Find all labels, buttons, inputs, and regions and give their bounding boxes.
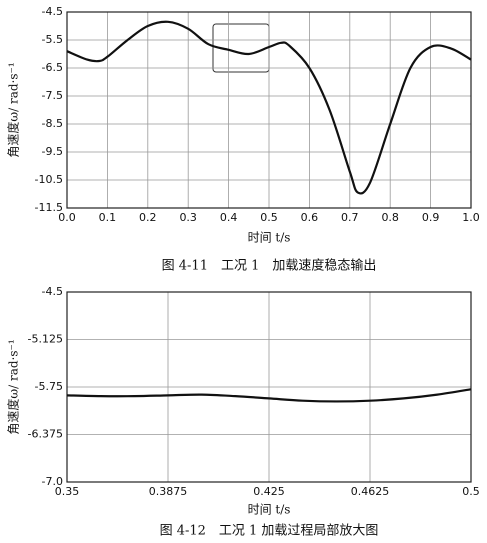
x-tick-label: 0.0 [58, 211, 76, 224]
y-axis-label: 角速度ω/ rad·s⁻¹ [6, 339, 21, 434]
y-tick-label: -6.375 [28, 428, 63, 441]
y-tick-label: -8.5 [42, 117, 63, 130]
plot-frame [66, 11, 472, 209]
y-tick-label: -5.5 [42, 33, 63, 46]
data-line [66, 388, 472, 403]
x-tick-label: 0.4 [220, 211, 238, 224]
x-tick-label: 0.3875 [149, 485, 188, 498]
y-tick-label: -10.5 [35, 173, 63, 186]
x-tick-label: 1.0 [462, 211, 480, 224]
x-tick-label: 0.6 [301, 211, 319, 224]
x-tick-label: 0.9 [422, 211, 440, 224]
y-tick-label: -5.75 [35, 380, 63, 393]
plot-frame [66, 291, 472, 483]
x-tick-label: 0.2 [139, 211, 157, 224]
y-tick-label: -6.5 [42, 61, 63, 74]
x-tick-label: 0.8 [381, 211, 399, 224]
data-line [66, 20, 472, 195]
x-tick-label: 0.5 [260, 211, 278, 224]
y-tick-label: -11.5 [35, 201, 63, 214]
y-tick-label: -4.5 [42, 5, 63, 18]
y-tick-label: -5.125 [28, 333, 63, 346]
x-tick-label: 0.5 [462, 485, 480, 498]
x-axis-label: 时间 t/s [248, 503, 291, 517]
x-tick-label: 0.7 [341, 211, 359, 224]
y-axis-label: 角速度ω/ rad·s⁻¹ [6, 62, 21, 157]
x-tick-label: 0.1 [99, 211, 117, 224]
x-tick-label: 0.3 [179, 211, 197, 224]
x-tick-label: 0.35 [55, 485, 80, 498]
y-tick-label: -7.5 [42, 89, 63, 102]
chart-title: 图 4-11 工况 1 加载速度稳态输出 [162, 258, 377, 274]
x-axis-label: 时间 t/s [248, 231, 291, 245]
y-tick-label: -7.0 [42, 475, 63, 488]
y-tick-label: -4.5 [42, 285, 63, 298]
chart-title: 图 4-12 工况 1 加载过程局部放大图 [160, 524, 379, 539]
x-tick-label: 0.4625 [351, 485, 390, 498]
x-tick-label: 0.425 [253, 485, 285, 498]
y-tick-label: -9.5 [42, 145, 63, 158]
